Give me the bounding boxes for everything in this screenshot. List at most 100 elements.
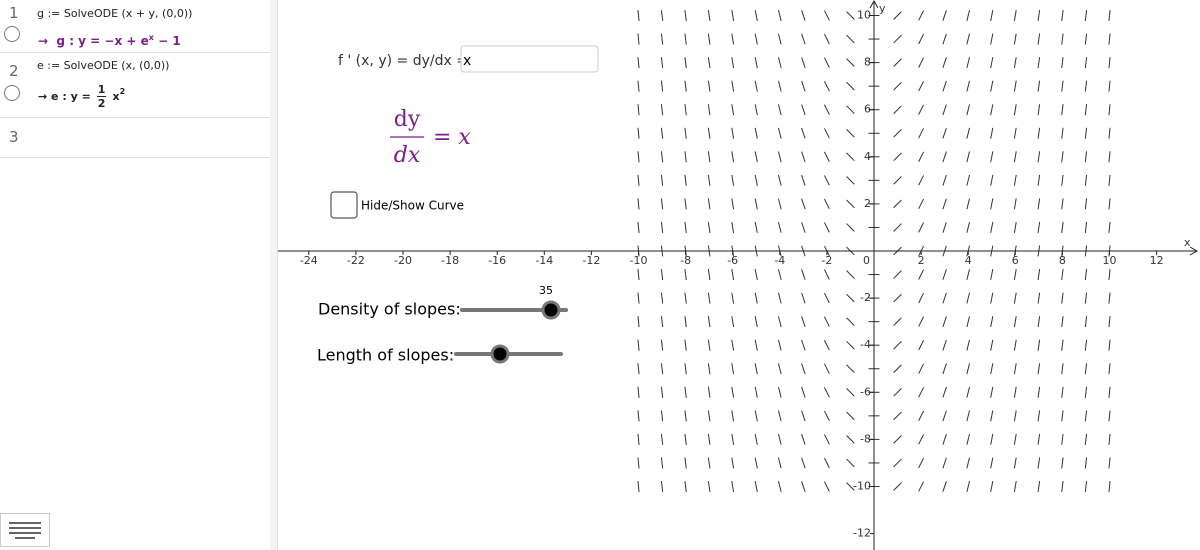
slope-segment — [801, 80, 806, 92]
slope-segment — [823, 269, 830, 280]
slope-segment — [731, 174, 735, 186]
slope-segment — [1084, 457, 1088, 469]
y-tick-label: -10 — [853, 480, 871, 493]
slope-segment — [707, 198, 711, 210]
slope-segment — [966, 151, 971, 163]
slope-segment — [777, 386, 782, 398]
slope-segment — [1084, 57, 1088, 69]
slope-segment — [966, 316, 971, 328]
slope-segment — [1013, 127, 1017, 139]
slope-segment — [637, 80, 640, 92]
slope-segment — [918, 269, 925, 280]
slope-segment — [966, 339, 971, 351]
slope-segment — [1084, 480, 1088, 493]
slope-segment — [893, 152, 902, 162]
slope-segment — [893, 11, 902, 20]
slope-segment — [990, 174, 994, 186]
denominator: 2 — [97, 97, 106, 110]
slope-segment — [918, 316, 925, 327]
slope-segment — [990, 433, 994, 445]
slope-segment — [846, 199, 855, 209]
slope-segment — [1084, 316, 1088, 328]
slope-segment — [660, 292, 664, 304]
slope-segment — [1108, 363, 1111, 375]
slope-segment — [966, 481, 971, 492]
slope-segment — [754, 221, 758, 233]
slope-segment — [660, 410, 664, 422]
algebra-row[interactable]: 3 — [0, 118, 270, 158]
slope-segment — [731, 151, 735, 163]
y-tick-label: 4 — [864, 150, 871, 163]
slope-segment — [637, 433, 640, 445]
slope-segment — [846, 81, 855, 91]
slope-segment — [660, 221, 664, 233]
slope-segment — [942, 363, 947, 375]
slope-segment — [823, 410, 830, 421]
slope-segment — [1061, 269, 1064, 281]
formula-rhs: = x — [433, 125, 471, 150]
slope-segment — [990, 457, 994, 469]
slope-segment — [1084, 433, 1088, 445]
slope-segment — [707, 151, 711, 163]
slope-segment — [801, 198, 806, 210]
slope-segment — [777, 292, 782, 304]
slope-segment — [801, 10, 806, 21]
input-box[interactable] — [460, 45, 599, 73]
slider-knob[interactable] — [490, 344, 510, 364]
slope-segment — [801, 57, 806, 68]
slope-segment — [660, 127, 664, 139]
splitter[interactable] — [270, 0, 278, 550]
slope-segment — [660, 198, 664, 210]
y-arrow — [869, 0, 879, 9]
slope-segment — [846, 482, 855, 491]
checkbox[interactable] — [330, 191, 358, 219]
y-tick-label: -6 — [860, 385, 871, 398]
slope-segment — [637, 480, 640, 493]
slope-segment — [777, 33, 782, 45]
y-tick-label: 10 — [857, 9, 871, 22]
slope-segment — [966, 198, 971, 210]
keyboard-button[interactable] — [0, 513, 50, 547]
slope-segment — [684, 127, 687, 139]
slope-segment — [637, 104, 640, 116]
formula-denominator: dx — [394, 143, 421, 168]
slider-knob[interactable] — [541, 300, 561, 320]
slope-segment — [1061, 339, 1064, 351]
slope-segment — [893, 129, 902, 138]
visibility-toggle[interactable] — [4, 26, 20, 42]
slope-segment — [684, 386, 687, 398]
output-text: x — [112, 90, 120, 103]
slope-segment — [966, 80, 971, 92]
slope-segment — [942, 339, 947, 351]
algebra-row[interactable]: 1 g := SolveODE (x + y, (0,0)) → g : y =… — [0, 0, 270, 53]
slope-segment — [893, 223, 902, 232]
slope-segment — [801, 127, 806, 139]
checkbox-label[interactable]: Hide/Show Curve — [361, 199, 464, 213]
slope-segment — [660, 339, 664, 351]
slope-segment — [1084, 33, 1088, 45]
slope-segment — [660, 80, 664, 92]
slope-segment — [637, 457, 640, 469]
slope-segment — [801, 386, 806, 398]
slope-segment — [1037, 316, 1041, 328]
visibility-toggle[interactable] — [4, 85, 20, 101]
slope-segment — [637, 198, 640, 210]
slope-segment — [660, 174, 664, 186]
slope-segment — [777, 339, 782, 351]
slope-segment — [801, 269, 806, 280]
slope-segment — [684, 292, 687, 304]
slope-segment — [1108, 127, 1111, 139]
slope-segment — [754, 57, 758, 69]
slope-segment — [1061, 410, 1064, 422]
x-tick-label: -22 — [347, 254, 365, 267]
slope-segment — [754, 481, 758, 492]
slope-segment — [707, 80, 711, 92]
slope-segment — [942, 386, 947, 398]
slope-segment — [966, 363, 971, 375]
row-input: g := SolveODE (x + y, (0,0)) — [37, 7, 193, 20]
slope-segment — [942, 33, 947, 45]
slope-segment — [660, 363, 664, 375]
slope-segment — [1013, 104, 1017, 116]
